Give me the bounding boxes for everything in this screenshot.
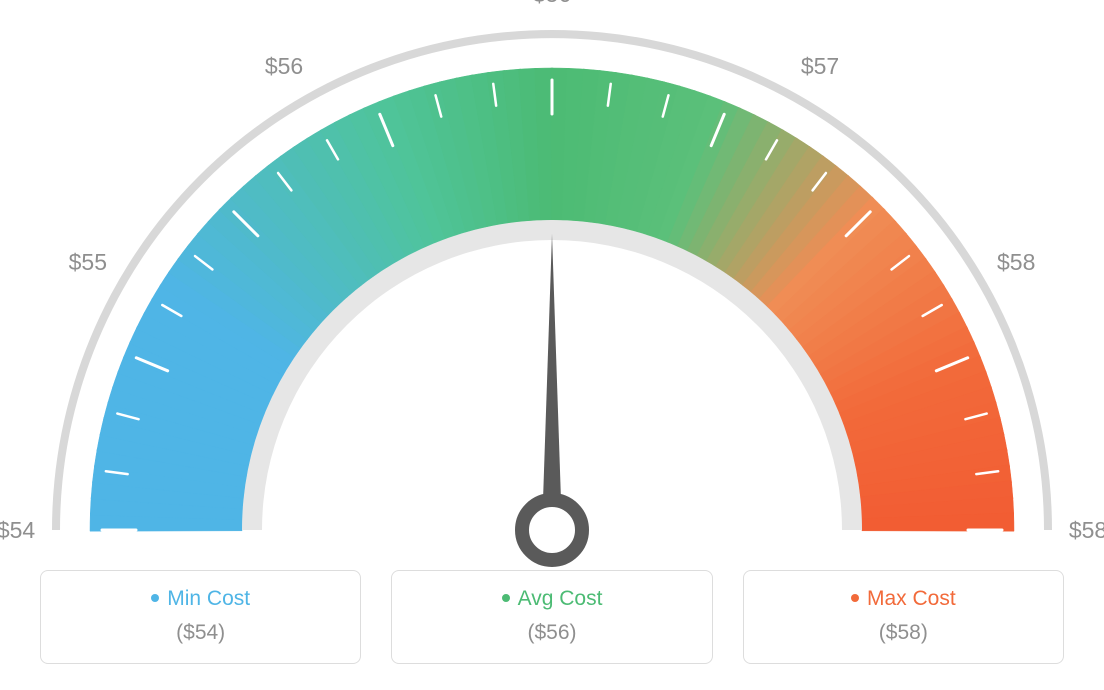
tick-label: $54 xyxy=(0,517,35,543)
legend-row: Min Cost ($54) Avg Cost ($56) Max Cost (… xyxy=(0,570,1104,664)
tick-label: $55 xyxy=(69,249,107,275)
legend-label-max: Max Cost xyxy=(754,587,1053,611)
legend-label-min: Min Cost xyxy=(51,587,350,611)
legend-card-avg: Avg Cost ($56) xyxy=(391,570,712,664)
tick-label: $57 xyxy=(801,53,839,79)
tick-label: $58 xyxy=(1069,517,1104,543)
legend-card-max: Max Cost ($58) xyxy=(743,570,1064,664)
tick-label: $58 xyxy=(997,249,1035,275)
tick-label: $56 xyxy=(533,0,571,7)
legend-value-min: ($54) xyxy=(51,621,350,645)
legend-value-avg: ($56) xyxy=(402,621,701,645)
tick-label: $56 xyxy=(265,53,303,79)
gauge-chart: $54 $55 $56 $56 $57 $58 $58 xyxy=(0,0,1104,570)
legend-label-avg: Avg Cost xyxy=(402,587,701,611)
gauge-container: $54 $55 $56 $56 $57 $58 $58 xyxy=(0,0,1104,560)
gauge-hub xyxy=(522,500,582,560)
legend-value-max: ($58) xyxy=(754,621,1053,645)
gauge-needle xyxy=(542,234,562,530)
legend-card-min: Min Cost ($54) xyxy=(40,570,361,664)
